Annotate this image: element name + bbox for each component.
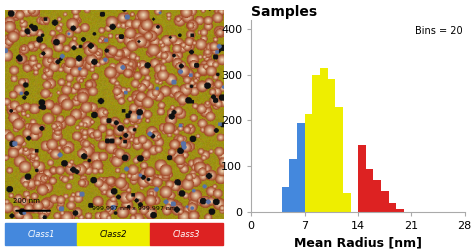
Text: Class2: Class2 [100,230,128,239]
Bar [335,107,343,212]
Bar [304,114,312,212]
Bar [373,180,381,212]
Bar [388,202,396,212]
Bar [289,159,297,212]
Bar [312,75,320,212]
Bar [77,223,150,245]
Bar [328,79,336,212]
Bar [365,169,374,212]
Text: Class1: Class1 [27,230,55,239]
Bar [150,223,223,245]
Bar [358,145,366,212]
Bar [282,187,290,212]
Bar [320,68,328,212]
Text: Bins = 20: Bins = 20 [415,26,462,36]
Text: 999.997 nm x 999.997 nm: 999.997 nm x 999.997 nm [92,206,176,211]
Bar [5,223,77,245]
Bar [297,123,305,212]
Text: 200 nm: 200 nm [13,198,40,204]
Bar [343,193,351,212]
Text: Samples: Samples [251,5,318,19]
Text: Class3: Class3 [173,230,200,239]
Bar [381,191,389,212]
Bar [396,209,404,212]
X-axis label: Mean Radius [nm]: Mean Radius [nm] [294,236,422,249]
